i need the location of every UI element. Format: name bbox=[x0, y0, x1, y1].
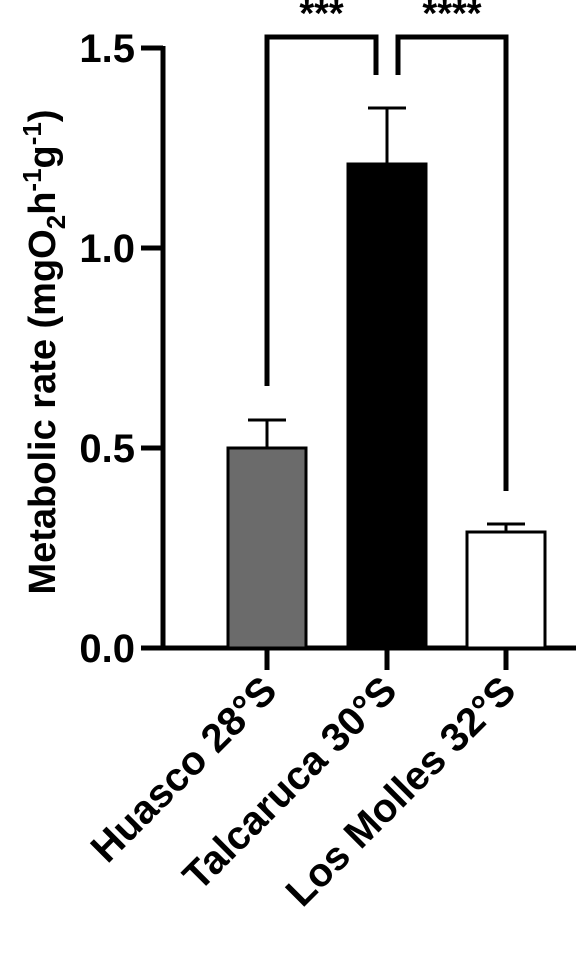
significance-label: *** bbox=[299, 0, 344, 35]
significance-bracket bbox=[395, 34, 509, 491]
bar bbox=[465, 530, 547, 650]
y-tick-label: 1.0 bbox=[79, 227, 135, 271]
y-axis-label: Metabolic rate (mgO2h-1g-1) bbox=[17, 109, 71, 594]
y-tick-labels: 0.0 0.5 1.0 1.5 bbox=[79, 27, 135, 671]
bar bbox=[346, 162, 428, 650]
y-axis-label-g: g bbox=[22, 145, 64, 168]
significance-bracket bbox=[264, 34, 379, 386]
significance-brackets: *** **** bbox=[264, 0, 509, 491]
y-tick-label: 0.5 bbox=[79, 427, 135, 471]
y-axis-label-main: Metabolic rate (mgO bbox=[22, 229, 64, 594]
y-axis-label-close: ) bbox=[22, 109, 64, 122]
significance-label: **** bbox=[422, 0, 481, 35]
y-tick-label: 1.5 bbox=[79, 27, 135, 71]
y-tick-label: 0.0 bbox=[79, 627, 135, 671]
x-tick-label: Talcaruca 30°S bbox=[175, 668, 406, 899]
y-axis-label-h: h bbox=[22, 192, 64, 215]
y-axis-label-sup1: -1 bbox=[17, 168, 47, 191]
bar bbox=[226, 446, 308, 650]
y-axis-label-sup2: -1 bbox=[17, 122, 47, 145]
bars bbox=[226, 162, 547, 650]
x-tick-label: Los Molles 32°S bbox=[278, 668, 525, 915]
error-bars bbox=[248, 106, 525, 532]
y-axis-label-subscript: 2 bbox=[41, 215, 71, 229]
